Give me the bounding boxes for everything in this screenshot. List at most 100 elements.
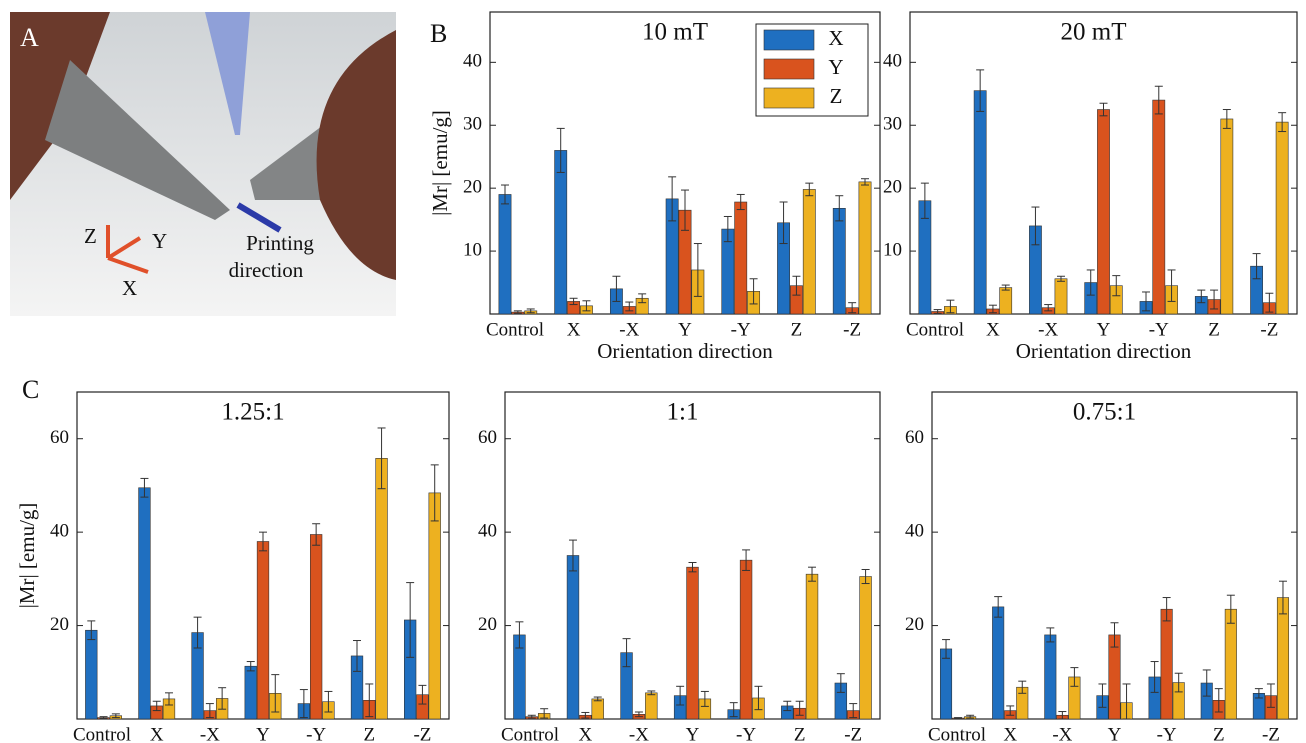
bar xyxy=(739,559,753,720)
bar xyxy=(428,492,441,720)
error-bar xyxy=(377,427,386,490)
annotation: direction xyxy=(229,258,304,282)
y-tick-label: 20 xyxy=(478,614,497,635)
axis-x xyxy=(107,256,149,274)
y-tick-label: 40 xyxy=(905,521,924,542)
error-bar xyxy=(527,714,536,719)
error-bar xyxy=(783,700,792,712)
error-bar xyxy=(1162,597,1171,622)
bar xyxy=(992,606,1005,720)
x-tick-label: Control xyxy=(486,319,544,340)
x-tick-label: X xyxy=(986,319,1000,340)
bar xyxy=(1224,608,1237,720)
bar xyxy=(859,576,872,720)
error-bar xyxy=(556,127,565,173)
error-bar xyxy=(164,692,173,706)
bar xyxy=(554,150,568,315)
y-tick-label: 60 xyxy=(50,427,69,448)
error-bar xyxy=(988,304,997,314)
bar xyxy=(645,692,658,720)
error-bar xyxy=(1058,711,1067,720)
bar xyxy=(802,189,816,315)
x-tick-label: -Y xyxy=(1149,319,1169,340)
bar xyxy=(566,555,580,720)
panel-label: B xyxy=(430,19,447,48)
error-bar xyxy=(324,690,333,713)
legend-label: X xyxy=(828,26,843,50)
error-bar xyxy=(634,711,643,718)
error-bar xyxy=(1222,109,1231,129)
error-bar xyxy=(246,661,255,672)
bar xyxy=(309,534,323,720)
bar xyxy=(1276,597,1290,720)
x-tick-label: -Z xyxy=(844,724,862,743)
x-tick-label: Y xyxy=(678,319,692,340)
error-bar xyxy=(1278,112,1287,133)
y-tick-label: 40 xyxy=(463,51,482,72)
bar xyxy=(686,566,699,720)
y-tick-label: 40 xyxy=(478,521,497,542)
bar xyxy=(1097,109,1110,315)
error-bar xyxy=(1046,627,1055,643)
x-tick-label: Z xyxy=(794,724,806,743)
error-bar xyxy=(1086,269,1095,296)
error-bar xyxy=(729,702,738,718)
annotation: Printing xyxy=(246,231,314,255)
error-bar xyxy=(723,215,732,243)
error-bar xyxy=(792,275,801,296)
error-bar xyxy=(805,182,814,197)
error-bar xyxy=(140,477,149,498)
error-bar xyxy=(668,176,677,222)
error-bar xyxy=(1202,669,1211,697)
bar xyxy=(805,573,819,720)
y-tick-label: 20 xyxy=(50,614,69,635)
error-bar xyxy=(1006,705,1015,716)
error-bar xyxy=(1018,680,1027,694)
x-tick-label: -Z xyxy=(843,319,861,340)
x-tick-label: X xyxy=(150,724,164,743)
bar xyxy=(973,90,987,315)
error-bar xyxy=(526,308,535,314)
y-tick-label: 30 xyxy=(883,114,902,135)
bar xyxy=(1152,99,1166,315)
error-bar xyxy=(406,582,415,658)
arrow-printing xyxy=(236,202,282,233)
error-bar xyxy=(152,700,161,712)
bar xyxy=(1275,121,1289,315)
error-bar xyxy=(1150,661,1159,693)
x-axis-label: Orientation direction xyxy=(597,339,773,363)
pole-right xyxy=(316,30,396,280)
error-bar xyxy=(99,716,108,720)
bar xyxy=(1044,634,1057,720)
x-tick-label: -X xyxy=(1052,724,1072,743)
error-bar xyxy=(848,302,857,314)
legend-label: Y xyxy=(828,55,843,79)
x-tick-label: -X xyxy=(619,319,639,340)
error-bar xyxy=(835,195,844,222)
error-bar xyxy=(795,700,804,716)
error-bar xyxy=(612,275,621,302)
bar xyxy=(244,665,257,720)
error-bar xyxy=(1278,580,1287,615)
bar xyxy=(999,287,1013,315)
error-bar xyxy=(1266,683,1275,708)
error-bar xyxy=(942,639,951,659)
error-bar xyxy=(976,69,985,112)
x-tick-label: Control xyxy=(906,319,964,340)
x-tick-label: Control xyxy=(73,724,131,743)
bar xyxy=(85,629,98,720)
chart-title: 1:1 xyxy=(667,399,699,426)
error-bar xyxy=(1031,206,1040,246)
error-bar xyxy=(742,549,751,571)
error-bar xyxy=(1122,683,1131,720)
error-bar xyxy=(1154,85,1163,115)
x-tick-label: -Y xyxy=(736,724,756,743)
y-tick-label: 20 xyxy=(905,614,924,635)
x-tick-label: X xyxy=(567,319,581,340)
x-tick-label: X xyxy=(578,724,592,743)
error-bar xyxy=(581,711,590,719)
error-bar xyxy=(205,703,214,719)
x-tick-label: -Y xyxy=(731,319,751,340)
error-bar xyxy=(353,640,362,672)
error-bar xyxy=(693,243,702,297)
